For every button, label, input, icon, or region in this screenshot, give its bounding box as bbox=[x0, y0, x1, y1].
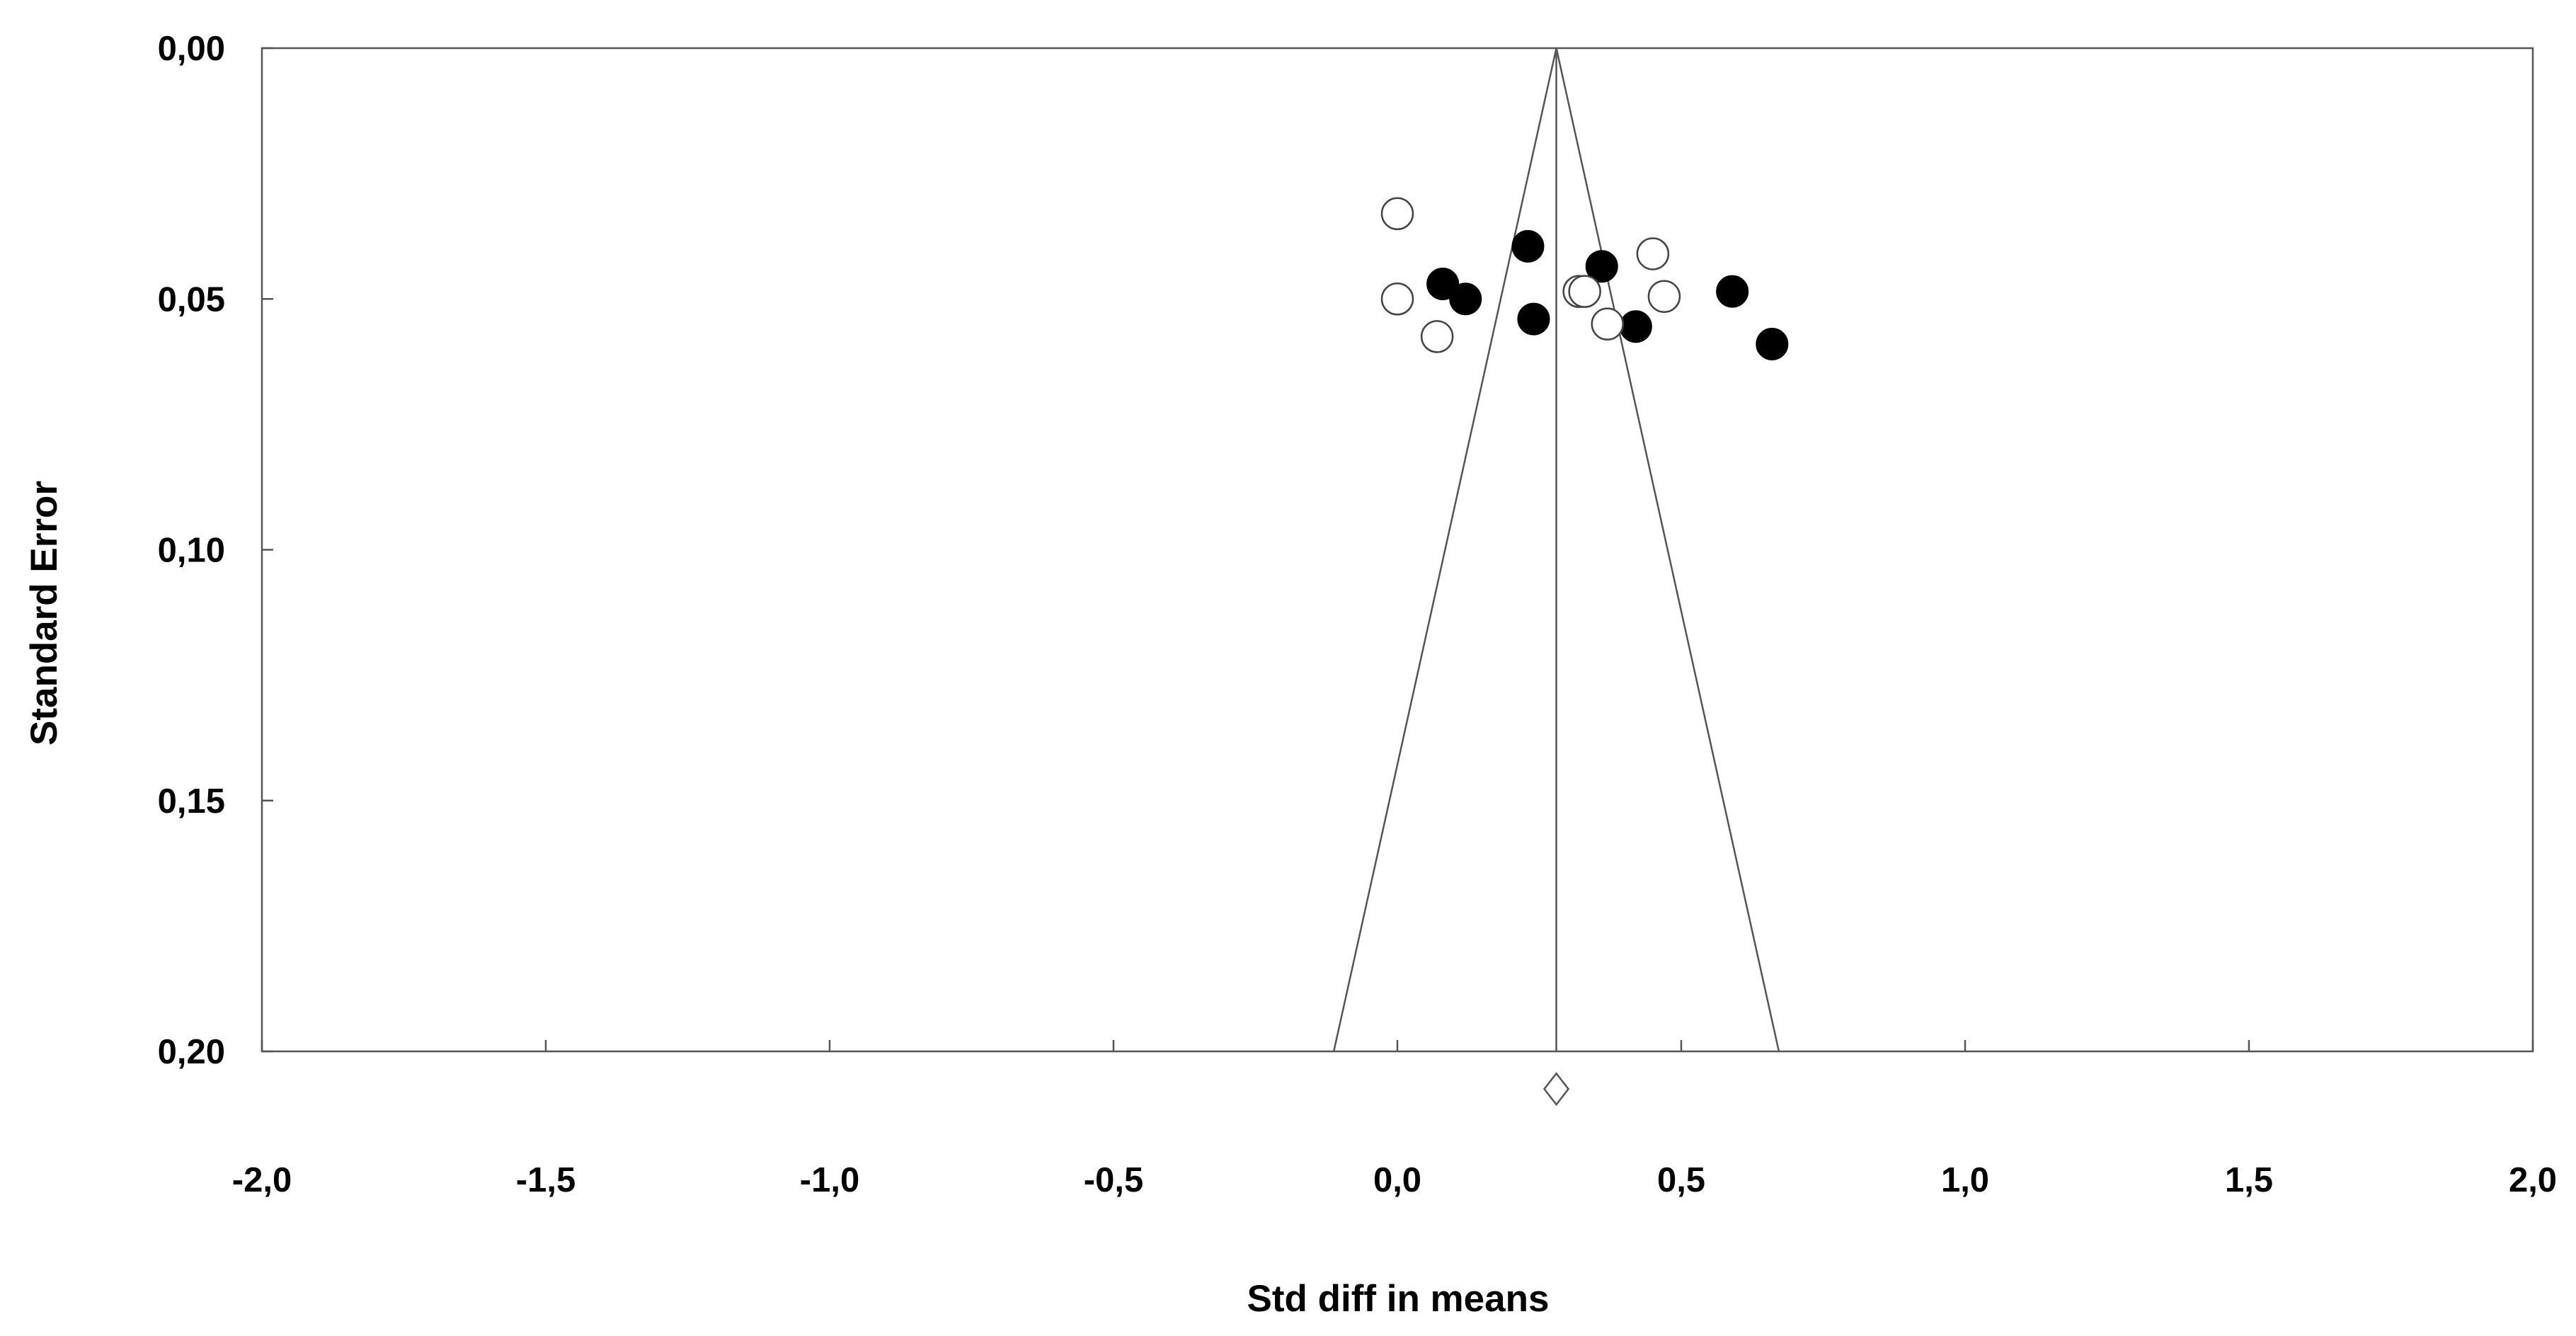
y-tick-label: 0,00 bbox=[158, 30, 225, 68]
observed-study-point bbox=[1716, 275, 1749, 308]
x-tick-label: 0,0 bbox=[1373, 1161, 1421, 1199]
imputed-study-point bbox=[1380, 197, 1414, 231]
y-tick-label: 0,20 bbox=[158, 1033, 225, 1071]
observed-study-point bbox=[1449, 282, 1482, 316]
x-tick-label: 0,5 bbox=[1657, 1161, 1705, 1199]
x-tick-label: -0,5 bbox=[1084, 1161, 1143, 1199]
imputed-study-point bbox=[1568, 275, 1601, 308]
x-tick-label: -1,0 bbox=[800, 1161, 859, 1199]
observed-study-point bbox=[1756, 328, 1789, 361]
x-axis-title: Std diff in means bbox=[1247, 1278, 1550, 1320]
observed-study-point bbox=[1585, 250, 1618, 283]
x-tick-label: 1,0 bbox=[1941, 1161, 1989, 1199]
funnel-left-boundary bbox=[1332, 47, 1557, 1052]
imputed-study-point bbox=[1591, 307, 1624, 341]
observed-study-point bbox=[1511, 229, 1545, 263]
x-tick-label: -1,5 bbox=[516, 1161, 576, 1199]
imputed-study-point bbox=[1636, 237, 1670, 270]
observed-study-point bbox=[1619, 310, 1652, 343]
funnel-right-boundary bbox=[1555, 47, 1780, 1052]
x-tick-label: 2,0 bbox=[2509, 1161, 2557, 1199]
x-tick-label: 1,5 bbox=[2225, 1161, 2273, 1199]
observed-study-point bbox=[1426, 267, 1460, 300]
y-tick-label: 0,10 bbox=[158, 532, 225, 570]
y-tick-label: 0,15 bbox=[158, 782, 225, 821]
imputed-study-point bbox=[1420, 320, 1454, 353]
imputed-study-point bbox=[1647, 280, 1681, 313]
summary-diamond bbox=[1542, 1072, 1570, 1107]
imputed-study-point bbox=[1380, 282, 1414, 316]
observed-study-point bbox=[1517, 302, 1550, 336]
x-tick-label: -2,0 bbox=[232, 1161, 292, 1199]
y-axis-title: Standard Error bbox=[23, 481, 65, 746]
y-tick-label: 0,05 bbox=[158, 280, 225, 319]
